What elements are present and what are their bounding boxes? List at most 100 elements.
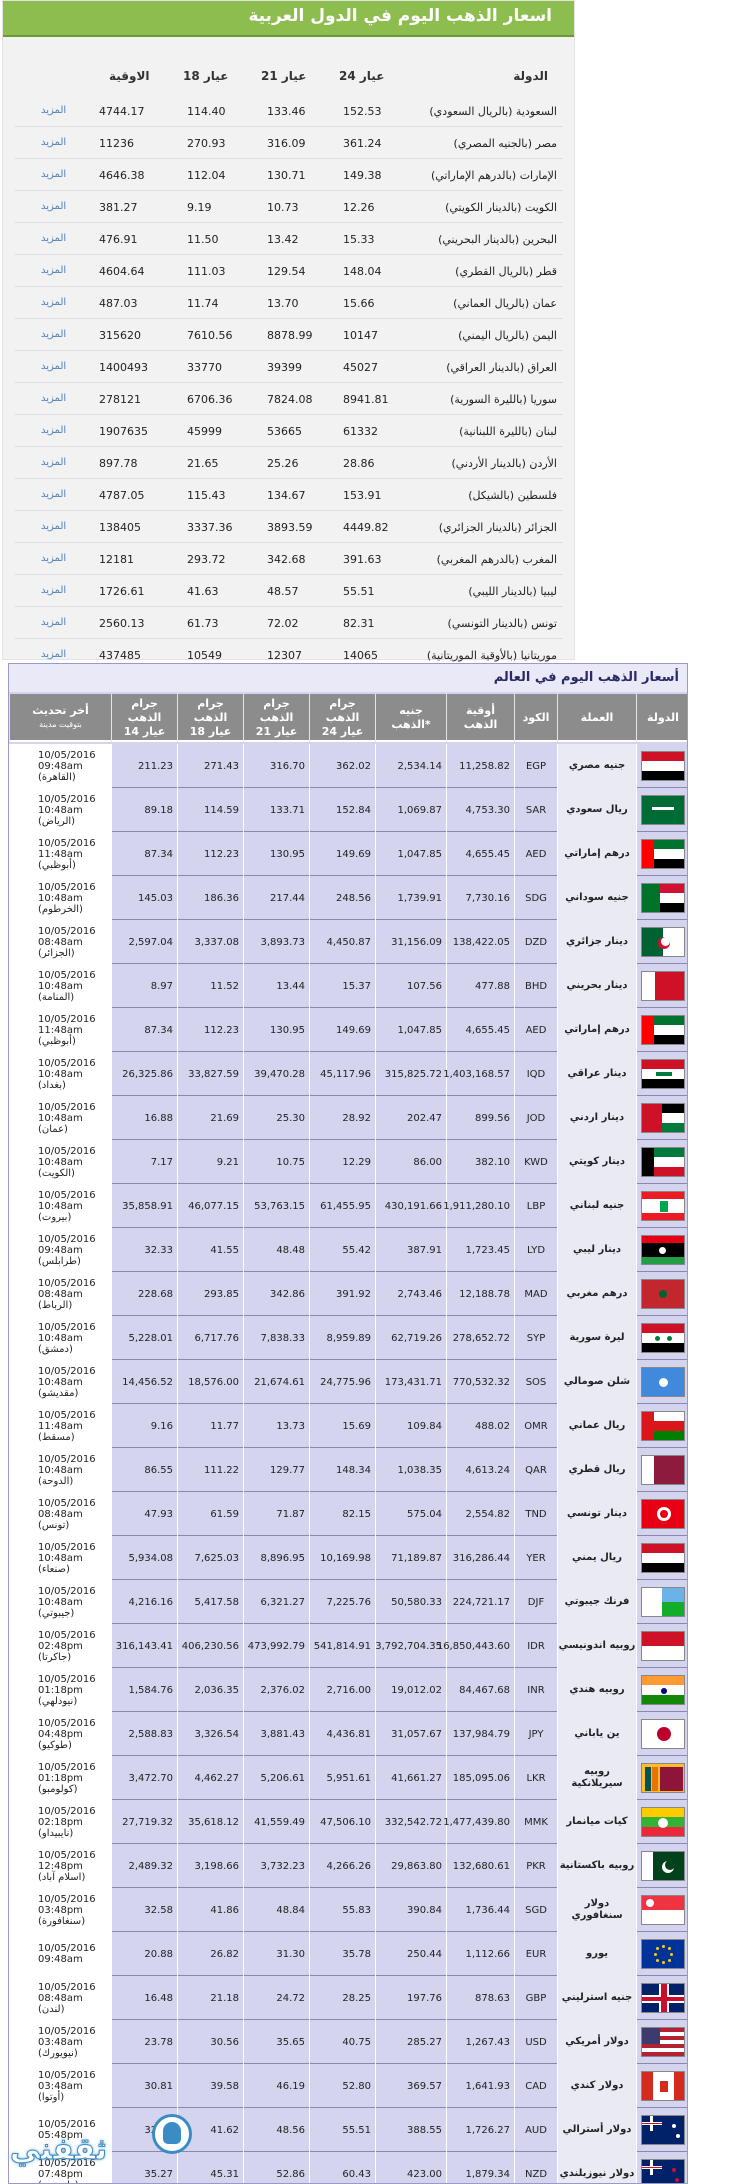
update-date: 10/05/2016 xyxy=(38,1893,96,1905)
ounce-price: 16,850,443.60 xyxy=(437,1624,514,1668)
country-name: الإمارات (بالدرهم الإماراتي) xyxy=(430,169,557,182)
gram24-price: 248.56 xyxy=(309,876,375,920)
pound-price: 19,012.02 xyxy=(375,1668,446,1712)
arab-table-row: المزيد 4646.38 112.04 130.71 149.38 الإمارات … xyxy=(15,159,563,191)
country-name: الأردن (بالدينار الأردني) xyxy=(451,457,557,470)
more-link[interactable]: المزيد xyxy=(41,425,67,436)
update-time: 09:48am xyxy=(38,1244,83,1256)
more-link[interactable]: المزيد xyxy=(41,393,67,404)
ounce-price: 4,753.30 xyxy=(446,788,514,832)
gram21-price: 35.65 xyxy=(243,2020,309,2064)
gram14-price: 26,325.86 xyxy=(111,1052,177,1096)
update-city: (الخرطوم) xyxy=(38,903,83,915)
k18-price: 3337.36 xyxy=(187,521,233,534)
arab-table-row: المزيد 2560.13 61.73 72.02 82.31 تونس (بالدين… xyxy=(15,607,563,639)
country-name: السعودية (بالريال السعودي) xyxy=(429,105,557,118)
currency-name: ليرة سورية xyxy=(557,1316,636,1360)
more-link[interactable]: المزيد xyxy=(41,105,67,116)
more-link[interactable]: المزيد xyxy=(41,297,67,308)
more-link[interactable]: المزيد xyxy=(41,169,67,180)
gram21-price: 217.44 xyxy=(243,876,309,920)
flag-cell xyxy=(636,1580,687,1624)
gram14-price: 20.88 xyxy=(111,1932,177,1976)
more-link[interactable]: المزيد xyxy=(41,521,67,532)
flag-cell xyxy=(636,964,687,1008)
pound-price: 3,792,704.35 xyxy=(375,1624,446,1668)
update-city: (نيودلهي) xyxy=(38,1695,78,1707)
k21-price: 7824.08 xyxy=(267,393,313,406)
more-link[interactable]: المزيد xyxy=(41,265,67,276)
gram14-price: 4,216.16 xyxy=(111,1580,177,1624)
currency-code: LYD xyxy=(514,1228,557,1272)
update-date: 10/05/2016 xyxy=(38,2119,96,2130)
world-table-row: يورو EUR 1,112.66 250.44 35.78 31.30 26.82 20.8… xyxy=(9,1932,687,1976)
pound-price: 1,047.85 xyxy=(375,832,446,876)
more-link[interactable]: المزيد xyxy=(41,617,67,628)
flag-cell xyxy=(636,1448,687,1492)
flag-cell xyxy=(636,788,687,832)
k18-price: 21.65 xyxy=(187,457,219,470)
pound-price: 109.84 xyxy=(375,1404,446,1448)
k24-price: 8941.81 xyxy=(343,393,389,406)
world-table-row: دولار أمريكي USD 1,267.43 285.27 40.75 35.65 3… xyxy=(9,2020,687,2064)
update-date: 10/05/2016 xyxy=(38,1453,96,1465)
gram24-price: 541,814.91 xyxy=(309,1624,375,1668)
world-table-row: ين ياباني JPY 137,984.79 31,057.67 4,436.81 3… xyxy=(9,1712,687,1756)
currency-name: دولار أمريكي xyxy=(557,2020,636,2064)
header-ounce: الاوقية xyxy=(109,69,150,83)
update-city: (بيروت) xyxy=(38,1211,72,1223)
more-link[interactable]: المزيد xyxy=(41,329,67,340)
arab-gold-panel: اسعار الذهب اليوم في الدول العربية الدول… xyxy=(2,0,575,671)
update-city: (مقديشو) xyxy=(38,1387,79,1399)
more-link[interactable]: المزيد xyxy=(41,489,67,500)
gram24-price: 55.83 xyxy=(309,1888,375,1932)
flag-cell xyxy=(636,1668,687,1712)
arab-table-row: المزيد 4787.05 115.43 134.67 153.91 فلسطين (ب… xyxy=(15,479,563,511)
update-time-cell: 10/05/2016 03:48am (أوتوا) xyxy=(9,2064,111,2108)
gram21-price: 41,559.49 xyxy=(243,1800,309,1844)
world-table-row: دينار كويتي KWD 382.10 86.00 12.29 10.75 9.21 7… xyxy=(9,1140,687,1184)
flag-cell xyxy=(636,2152,687,2183)
currency-name: دولار كندي xyxy=(557,2064,636,2108)
pound-price: 62,719.26 xyxy=(375,1316,446,1360)
more-link[interactable]: المزيد xyxy=(41,457,67,468)
flag-cell xyxy=(636,1184,687,1228)
update-time-cell: 10/05/2016 10:48am (مقديشو) xyxy=(9,1360,111,1404)
gram18-price: 271.43 xyxy=(177,744,243,788)
pound-price: 387.91 xyxy=(375,1228,446,1272)
world-table-row: ريال سعودي SAR 4,753.30 1,069.87 152.84 133.7… xyxy=(9,788,687,832)
gram14-price: 211.23 xyxy=(111,744,177,788)
world-table-row: فرنك جيبوتي DJF 224,721.17 50,580.33 7,225.7… xyxy=(9,1580,687,1624)
update-date: 10/05/2016 xyxy=(38,1145,96,1157)
ounce-price: 897.78 xyxy=(99,457,138,470)
currency-code: PKR xyxy=(514,1844,557,1888)
update-time: 10:48am xyxy=(38,1552,83,1564)
update-time-cell: 10/05/2016 09:48am (القاهرة) xyxy=(9,744,111,788)
more-link[interactable]: المزيد xyxy=(41,233,67,244)
update-time: 12:48pm xyxy=(38,1860,83,1872)
world-table-header: الدولة العملة الكود أوقية الذهب جنيه الذ… xyxy=(9,694,687,742)
more-link[interactable]: المزيد xyxy=(41,137,67,148)
more-link[interactable]: المزيد xyxy=(41,553,67,564)
currency-code: IQD xyxy=(514,1052,557,1096)
currency-code: DZD xyxy=(514,920,557,964)
update-city: (بغداد) xyxy=(38,1079,66,1091)
currency-code: SOS xyxy=(514,1360,557,1404)
flag-cell xyxy=(636,1756,687,1800)
gram24-price: 5,951.61 xyxy=(309,1756,375,1800)
gram14-price: 2,588.83 xyxy=(111,1712,177,1756)
more-link[interactable]: المزيد xyxy=(41,649,67,660)
ounce-price: 899.56 xyxy=(446,1096,514,1140)
more-link[interactable]: المزيد xyxy=(41,585,67,596)
lightbulb-icon xyxy=(163,2122,181,2144)
currency-name: يورو xyxy=(557,1932,636,1976)
more-link[interactable]: المزيد xyxy=(41,361,67,372)
header-pound: جنيه الذهب* xyxy=(375,694,446,742)
ounce-price: 11236 xyxy=(99,137,134,150)
update-date: 10/05/2016 xyxy=(38,969,96,981)
currency-name: جنيه استرليني xyxy=(557,1976,636,2020)
update-time-cell: 10/05/2016 11:48am (أبوظبي) xyxy=(9,832,111,876)
more-link[interactable]: المزيد xyxy=(41,201,67,212)
gram24-price: 4,266.26 xyxy=(309,1844,375,1888)
